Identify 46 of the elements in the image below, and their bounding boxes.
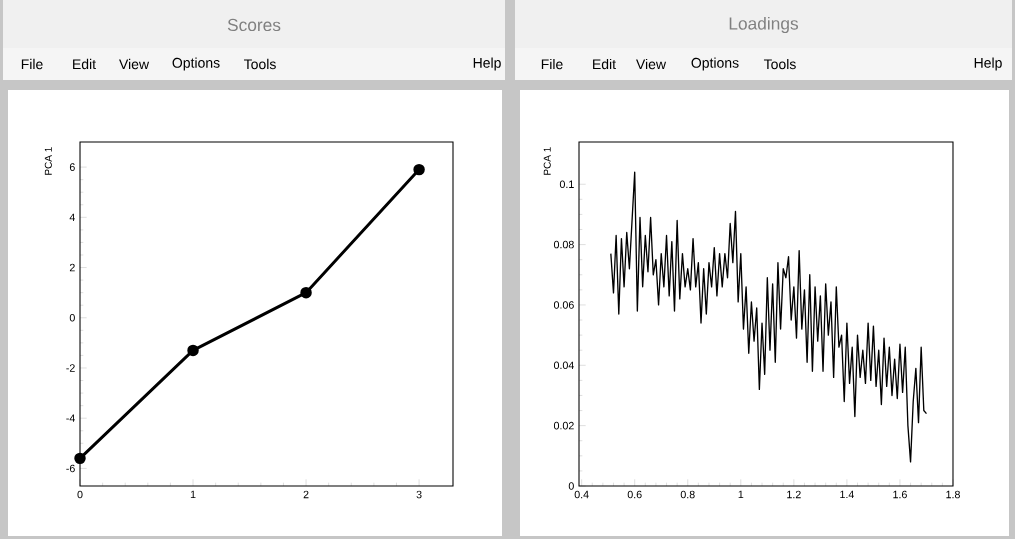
point [413, 163, 425, 176]
point [300, 286, 312, 299]
text: Help [974, 57, 1002, 71]
y-tick-label: 0.08 [553, 240, 574, 249]
x-tick-label: 1 [738, 490, 744, 499]
y-tick-label: 0 [568, 482, 574, 490]
text: File [541, 58, 563, 70]
x-tick-label: 0.4 [574, 490, 589, 499]
point [187, 344, 199, 357]
text: Tools [243, 58, 276, 70]
text: Options [172, 57, 220, 71]
y-tick-label: -6 [66, 464, 75, 473]
y-tick-label: 4 [69, 213, 75, 221]
chart-title: Scores [227, 18, 281, 32]
text: Edit [73, 58, 96, 70]
x-tick-label: 1.4 [840, 490, 854, 499]
x-tick-label: 0 [77, 490, 83, 499]
x-tick-label: 3 [416, 490, 422, 499]
x-tick-label: 1.2 [787, 490, 801, 499]
chart-title: Loadings [729, 16, 799, 34]
text: Edit [593, 58, 616, 70]
text: View [636, 58, 667, 70]
text: Options [691, 57, 739, 71]
y-tick-label: 0.06 [553, 301, 574, 309]
y-tick-label: 0 [69, 313, 75, 322]
point [74, 452, 86, 465]
x-tick-label: 1 [190, 490, 196, 499]
y-axis-title: PCA 1 [44, 147, 52, 175]
y-tick-label: 0.1 [559, 180, 574, 189]
y-tick-label: -2 [66, 364, 75, 372]
line-series [610, 171, 928, 463]
x-tick-label: 0.8 [680, 490, 695, 499]
text: File [21, 58, 43, 70]
text: Help [473, 57, 501, 71]
text: View [119, 58, 150, 70]
y-tick-label: 6 [69, 163, 75, 171]
y-axis-title: PCA 1 [543, 147, 551, 175]
y-tick-label: 0.02 [553, 421, 574, 430]
x-tick-label: 0.6 [627, 490, 642, 499]
y-tick-label: -4 [66, 414, 75, 422]
text: Tools [763, 58, 796, 70]
y-tick-label: 2 [69, 263, 75, 272]
x-tick-label: 2 [303, 490, 309, 499]
x-tick-label: 1.8 [946, 490, 960, 499]
y-tick-label: 0.04 [553, 361, 574, 370]
x-tick-label: 1.6 [893, 490, 907, 499]
